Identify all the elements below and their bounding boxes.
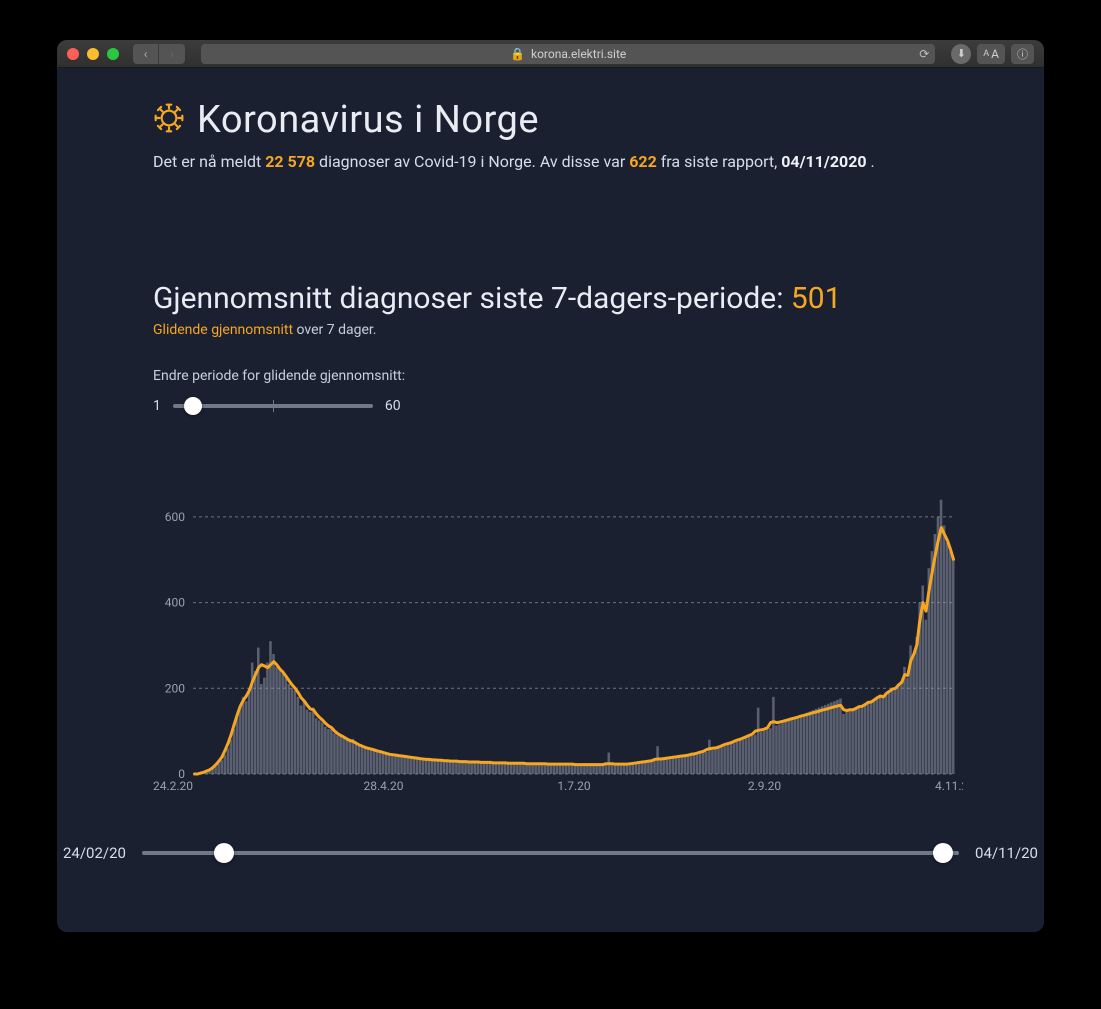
svg-text:400: 400 <box>165 596 185 610</box>
page-subtitle: Det er nå meldt 22 578 diagnoser av Covi… <box>153 152 948 171</box>
page-info-button[interactable]: ⓘ <box>1011 44 1034 64</box>
browser-window: ‹ › 🔒 korona.elektri.site ⟳ ⬇ A A ⓘ <box>57 40 1044 932</box>
downloads-button[interactable]: ⬇ <box>951 44 971 64</box>
page-title: Koronavirus i Norge <box>197 98 539 142</box>
address-bar[interactable]: 🔒 korona.elektri.site ⟳ <box>201 44 935 64</box>
svg-text:200: 200 <box>165 681 185 695</box>
lock-icon: 🔒 <box>510 47 525 61</box>
average-heading: Gjennomsnitt diagnoser siste 7-dagers-pe… <box>153 281 948 316</box>
chart-svg: 020040060024.2.2028.4.201.7.202.9.204.11… <box>153 464 963 804</box>
slider-thumb[interactable] <box>184 397 202 415</box>
svg-text:2.9.20: 2.9.20 <box>748 779 782 793</box>
range-start-label: 24/02/20 <box>63 844 126 862</box>
svg-text:600: 600 <box>165 510 185 524</box>
report-date: 04/11/2020 <box>781 152 866 171</box>
svg-text:1.7.20: 1.7.20 <box>557 779 591 793</box>
date-range-row: 24/02/20 04/11/20 <box>63 844 1038 862</box>
range-end-label: 04/11/20 <box>975 844 1038 862</box>
nav-buttons: ‹ › <box>133 44 185 64</box>
period-slider-row: 1 60 <box>153 398 948 414</box>
period-slider[interactable] <box>173 404 373 408</box>
page-title-row: Koronavirus i Norge <box>153 98 948 142</box>
svg-text:4.11.20: 4.11.20 <box>935 779 963 793</box>
slider-tick <box>273 400 274 412</box>
slider-max: 60 <box>385 398 401 414</box>
text-size-button[interactable]: A A <box>977 44 1005 64</box>
page-content: Koronavirus i Norge Det er nå meldt 22 5… <box>57 68 1044 902</box>
svg-text:28.4.20: 28.4.20 <box>363 779 403 793</box>
minimize-icon[interactable] <box>87 48 99 60</box>
total-cases: 22 578 <box>265 152 315 171</box>
svg-text:24.2.20: 24.2.20 <box>153 779 193 793</box>
toolbar-right: ⬇ A A ⓘ <box>951 44 1034 64</box>
maximize-icon[interactable] <box>107 48 119 60</box>
date-range-slider[interactable] <box>142 851 959 855</box>
range-thumb-end[interactable] <box>933 843 953 863</box>
close-icon[interactable] <box>67 48 79 60</box>
virus-icon <box>153 102 185 138</box>
slider-label: Endre periode for glidende gjennomsnitt: <box>153 368 948 384</box>
slider-min: 1 <box>153 398 161 414</box>
window-controls <box>67 48 119 60</box>
browser-titlebar: ‹ › 🔒 korona.elektri.site ⟳ ⬇ A A ⓘ <box>57 40 1044 68</box>
forward-button[interactable]: › <box>159 44 185 64</box>
new-cases: 622 <box>629 152 657 171</box>
moving-average-link[interactable]: Glidende gjennomsnitt <box>153 322 293 338</box>
address-text: korona.elektri.site <box>531 47 626 61</box>
range-thumb-start[interactable] <box>214 843 234 863</box>
cases-chart: 020040060024.2.2028.4.201.7.202.9.204.11… <box>153 464 948 804</box>
reload-icon[interactable]: ⟳ <box>919 47 929 61</box>
back-button[interactable]: ‹ <box>133 44 159 64</box>
average-value: 501 <box>791 281 842 316</box>
average-subtitle: Glidende gjennomsnitt over 7 dager. <box>153 322 948 338</box>
